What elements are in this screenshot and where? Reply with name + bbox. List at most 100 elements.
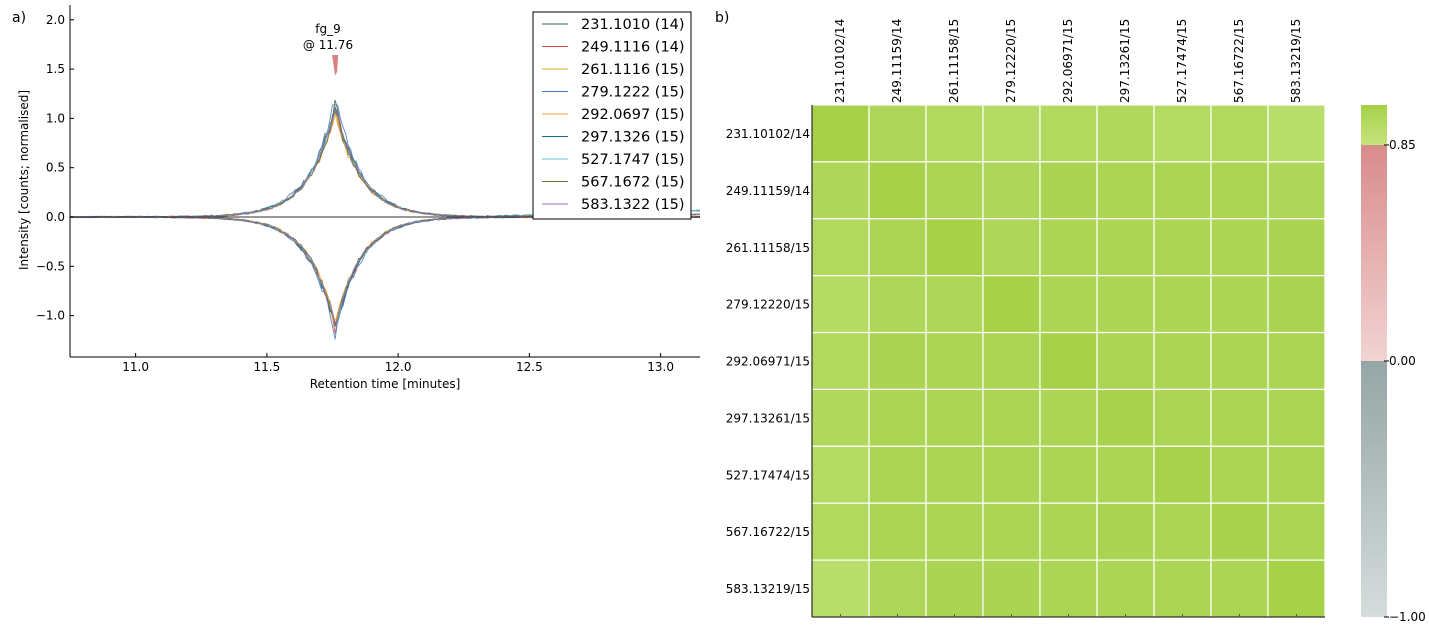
heatmap-cell: [1267, 161, 1326, 220]
y-tick-label: −1.0: [36, 309, 65, 323]
heatmap-cell: [811, 445, 870, 504]
row-label: 297.13261/15: [726, 411, 810, 425]
heatmap-cells: [811, 104, 1326, 618]
x-tick-label: 12.5: [516, 360, 543, 374]
heatmap-cell: [1039, 502, 1098, 561]
heatmap-cell: [982, 331, 1041, 391]
heatmap-cell: [1267, 331, 1326, 391]
heatmap-cell: [925, 275, 984, 334]
row-label: 279.12220/15: [726, 298, 810, 312]
heatmap-cell: [982, 559, 1041, 618]
heatmap-cell: [868, 331, 927, 391]
heatmap-cell: [1096, 559, 1155, 618]
heatmap-cell: [1210, 161, 1269, 220]
colorbar-low-segment: [1361, 361, 1387, 617]
heatmap-cell: [1210, 218, 1269, 277]
heatmap-cell: [1096, 275, 1155, 334]
heatmap-cell: [1096, 218, 1155, 277]
y-tick-label: 1.5: [46, 62, 65, 76]
legend-label: 231.1010 (14): [581, 17, 685, 33]
heatmap-cell: [1153, 218, 1212, 277]
heatmap-cell: [1153, 388, 1212, 447]
heatmap-cell: [982, 502, 1041, 561]
heatmap-cell: [982, 218, 1041, 277]
heatmap-cell: [1267, 218, 1326, 277]
heatmap-cell: [1267, 388, 1326, 447]
heatmap-cell: [868, 445, 927, 504]
colorbar-tick-label: −1.00: [1389, 610, 1426, 624]
row-label: 527.17474/15: [726, 468, 810, 482]
heatmap-cell: [1210, 502, 1269, 561]
heatmap-ticks: [840, 614, 1297, 617]
heatmap-cell: [1153, 161, 1212, 220]
y-tick-label: 0.5: [46, 161, 65, 175]
column-label: 292.06971/15: [1061, 19, 1075, 103]
column-label: 567.16722/15: [1232, 19, 1246, 103]
y-tick-label: −0.5: [36, 259, 65, 273]
heatmap-cell: [1153, 104, 1212, 163]
legend-label: 261.1116 (15): [581, 62, 685, 78]
heatmap-cell: [1039, 559, 1098, 618]
row-labels: 231.10102/14 249.11159/14 261.11158/15 279.…: [726, 127, 810, 596]
y-tick-label: 2.0: [46, 13, 65, 27]
heatmap-cell: [925, 502, 984, 561]
x-tick-label: 13.0: [647, 360, 674, 374]
heatmap-cell: [1039, 218, 1098, 277]
x-ticks: 11.0 11.5 12.0 12.5 13.0: [122, 353, 674, 374]
heatmap-cell: [925, 445, 984, 504]
heatmap-cell: [1210, 559, 1269, 618]
heatmap-cell: [1096, 445, 1155, 504]
heatmap-cell: [982, 161, 1041, 220]
panel-a-line-chart: 11.0 11.5 12.0 12.5 13.0 −1.0 −0.5 0.0 0.5 1.0 1.…: [17, 5, 701, 391]
heatmap-cell: [868, 559, 927, 618]
legend-label: 249.1116 (14): [581, 40, 685, 56]
heatmap-cell: [1096, 331, 1155, 391]
heatmap-cell: [1096, 104, 1155, 163]
column-label: 297.13261/15: [1118, 19, 1132, 103]
heatmap-cell: [1267, 275, 1326, 334]
column-label: 279.12220/15: [1004, 19, 1018, 103]
heatmap-cell: [868, 502, 927, 561]
heatmap-cell: [925, 559, 984, 618]
heatmap-cell: [811, 161, 870, 220]
heatmap-cell: [868, 275, 927, 334]
heatmap-cell: [1039, 445, 1098, 504]
heatmap-cell: [811, 331, 870, 391]
heatmap-cell: [982, 445, 1041, 504]
heatmap-cell: [925, 161, 984, 220]
heatmap-cell: [1153, 445, 1212, 504]
heatmap-cell: [1096, 161, 1155, 220]
row-label: 583.13219/15: [726, 582, 810, 596]
panel-a-label: a): [12, 10, 26, 26]
row-label: 567.16722/15: [726, 525, 810, 539]
heatmap-cell: [868, 161, 927, 220]
column-label: 249.11159/14: [890, 19, 904, 103]
heatmap-cell: [811, 218, 870, 277]
heatmap-cell: [1267, 104, 1326, 163]
colorbar-tick-label: 0.85: [1389, 138, 1416, 152]
column-label: 527.17474/15: [1175, 19, 1189, 103]
legend-label: 279.1222 (15): [581, 85, 685, 101]
heatmap-cell: [811, 388, 870, 447]
colorbar-high-segment: [1361, 105, 1387, 145]
row-label: 231.10102/14: [726, 127, 810, 141]
heatmap-cell: [1153, 331, 1212, 391]
x-tick-label: 12.0: [385, 360, 412, 374]
heatmap-cell: [1039, 161, 1098, 220]
heatmap-cell: [1039, 388, 1098, 447]
heatmap-cell: [868, 388, 927, 447]
column-labels: 231.10102/14 249.11159/14 261.11158/15 279.…: [833, 19, 1303, 103]
annotation-arrow: [332, 55, 339, 76]
heatmap-cell: [811, 502, 870, 561]
column-label: 261.11158/15: [947, 19, 961, 103]
y-tick-label: 1.0: [46, 111, 65, 125]
legend-label: 292.0697 (15): [581, 107, 685, 123]
colorbar-tick-label: 0.00: [1389, 354, 1416, 368]
x-tick-label: 11.0: [122, 360, 149, 374]
heatmap-cell: [1210, 445, 1269, 504]
heatmap-cell: [1039, 331, 1098, 391]
column-label: 583.13219/15: [1289, 19, 1303, 103]
heatmap-cell: [1210, 388, 1269, 447]
annotation-group-label: fg_9: [315, 22, 340, 36]
